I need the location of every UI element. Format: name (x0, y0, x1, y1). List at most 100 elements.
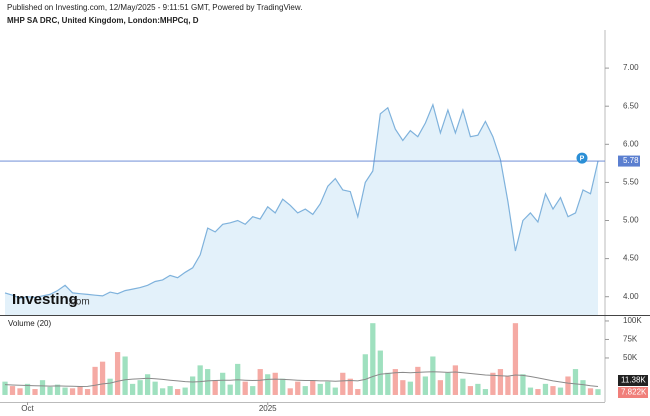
volume-bar (407, 381, 413, 395)
y-tick-label: 4.00 (623, 292, 639, 301)
volume-bar (272, 372, 278, 395)
volume-bar (205, 369, 211, 395)
volume-bar (542, 383, 549, 395)
volume-bar (355, 389, 361, 395)
y-tick-label: 6.50 (623, 101, 639, 110)
p-marker (576, 152, 588, 164)
volume-bar (385, 372, 391, 395)
price-pane: 4.00 4.50 5.00 5.50 6.00 6.50 7.00 P 5.78 (0, 63, 640, 315)
volume-bar (317, 383, 323, 395)
price-line (4, 102, 599, 299)
volume-bar (280, 378, 286, 395)
volume-bar (512, 323, 519, 395)
x-tick-label: Oct (21, 404, 34, 413)
volume-bar (197, 365, 203, 395)
last-price-box (618, 155, 640, 167)
last-value-label: 11.38K (621, 376, 646, 385)
volume-bar (99, 361, 106, 395)
volume-bar (122, 356, 128, 395)
y-tick-label: 6.00 (623, 139, 639, 148)
volume-bar (325, 381, 331, 395)
volume-bar (475, 383, 481, 395)
price-area (5, 104, 598, 315)
volume-bar (287, 388, 293, 395)
volume-bar (460, 378, 466, 395)
volume-bar (47, 386, 53, 395)
volume-bar (9, 386, 16, 395)
volume-bar (17, 388, 23, 395)
volume-bar (227, 384, 233, 395)
last-value-box (618, 387, 648, 398)
volume-bar (580, 380, 586, 395)
volume-bar (107, 378, 113, 395)
volume-bar (129, 383, 136, 395)
volume-bar (62, 387, 68, 395)
last-value-label: 7.822K (621, 388, 647, 397)
volume-bar (497, 369, 504, 395)
volume-bar (452, 365, 459, 395)
volume-bar (2, 381, 8, 395)
volume-bar (175, 389, 181, 395)
volume-bar (144, 374, 151, 395)
volume-ma-line (4, 371, 599, 388)
volume-bar (39, 380, 46, 395)
volume-bar (595, 389, 601, 395)
volume-bar (250, 386, 256, 395)
volume-bar (54, 384, 61, 395)
volume-bar (377, 350, 383, 395)
volume-bar (535, 389, 541, 395)
volume-bar (160, 388, 166, 395)
volume-bar (445, 372, 451, 395)
volume-bar (370, 323, 376, 395)
published-note: Published on Investing.com, 12/May/2025 … (7, 3, 302, 12)
volume-bar (92, 366, 98, 395)
symbol-title: MHP SA DRC, United Kingdom, London:MHPCq… (7, 16, 199, 25)
y-tick-label: 50K (623, 353, 638, 362)
volume-bar (265, 374, 271, 395)
volume-bar (32, 389, 38, 395)
volume-bar (212, 380, 218, 395)
y-tick-label: 75K (623, 335, 638, 344)
last-price-label: 5.78 (623, 156, 639, 165)
volume-bar (415, 366, 421, 395)
volume-bar (114, 352, 121, 395)
volume-bar (430, 356, 436, 395)
volume-bar (340, 372, 346, 395)
volume-bar (467, 386, 474, 395)
volume-bar (505, 376, 511, 395)
y-tick-label: 4.50 (623, 254, 639, 263)
volume-title: Volume (20) (8, 319, 51, 328)
volume-bar (482, 389, 489, 395)
volume-bar (520, 374, 526, 395)
y-tick-label: 5.50 (623, 178, 639, 187)
volume-bar (400, 380, 406, 395)
volume-pane: 50K 75K 100K 11.38K 7.822K Oct 2025 (2, 316, 648, 413)
p-marker-letter: P (580, 155, 585, 162)
volume-bar (422, 376, 428, 395)
volume-bar (302, 386, 308, 395)
volume-bar (77, 386, 83, 395)
volume-bar (437, 380, 443, 395)
volume-bar (392, 369, 398, 395)
volume-bar (137, 380, 143, 395)
volume-bar (295, 381, 301, 395)
y-tick-label: 7.00 (623, 63, 639, 72)
volume-bar (310, 380, 316, 395)
volume-bar (362, 354, 368, 395)
volume-bar (190, 376, 196, 395)
x-tick-label: 2025 (259, 404, 277, 413)
volume-bar (565, 376, 571, 395)
volume-bar (550, 386, 556, 395)
volume-bar (182, 387, 188, 395)
volume-bar (490, 372, 496, 395)
volume-bar (557, 387, 564, 395)
volume-bar (332, 387, 338, 395)
volume-bar (527, 387, 534, 395)
volume-bar (587, 388, 594, 395)
y-tick-label: 5.00 (623, 216, 639, 225)
volume-bar (84, 389, 91, 395)
logo-name: Investing (12, 291, 78, 308)
logo: Investing .com (12, 291, 90, 308)
y-tick-label: 100K (623, 316, 642, 325)
